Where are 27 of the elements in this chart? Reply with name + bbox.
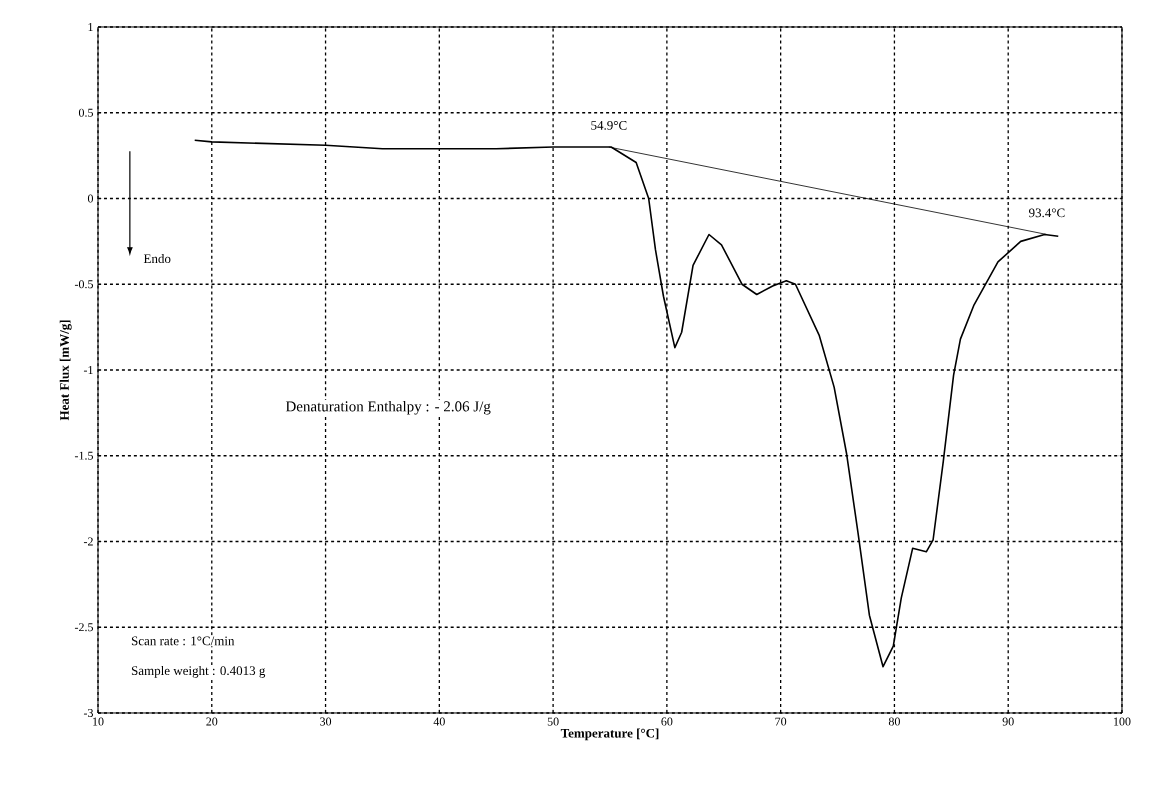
- x-tick-label: 60: [661, 717, 673, 726]
- x-tick-label: 20: [206, 717, 218, 726]
- annotation: Sample weight : 0.4013 g: [131, 665, 266, 678]
- x-tick-label: 90: [1002, 717, 1014, 726]
- annotation: Scan rate : 1°C/min: [131, 636, 235, 646]
- x-tick-label: 80: [888, 717, 900, 726]
- annotation: Denaturation Enthalpy : - 2.06 J/g: [285, 400, 491, 415]
- y-tick-label: -2: [83, 537, 93, 546]
- x-tick-label: 100: [1114, 717, 1131, 726]
- y-tick-label: -0.5: [74, 280, 94, 289]
- x-axis-title: Temperature [°C]: [560, 728, 659, 741]
- x-tick-label: 10: [93, 717, 104, 726]
- y-tick-label: -3: [83, 708, 94, 718]
- y-axis-title: Heat Flux [mW/g]: [59, 320, 72, 421]
- annotation: 93.4°C: [1029, 208, 1065, 218]
- y-tick-label: 1: [88, 23, 93, 31]
- y-tick-label: -1.5: [74, 451, 94, 460]
- annotation: 54.9°C: [591, 121, 627, 130]
- y-tick-label: 0: [87, 194, 94, 203]
- annotation: Endo: [143, 253, 171, 264]
- x-tick-label: 70: [775, 717, 787, 726]
- x-tick-label: 50: [547, 717, 559, 726]
- y-tick-label: -1: [83, 366, 93, 374]
- x-tick-label: 30: [320, 717, 332, 726]
- y-tick-label: -2.5: [74, 623, 94, 632]
- x-tick-label: 40: [433, 717, 445, 726]
- y-tick-label: 0.5: [78, 108, 94, 117]
